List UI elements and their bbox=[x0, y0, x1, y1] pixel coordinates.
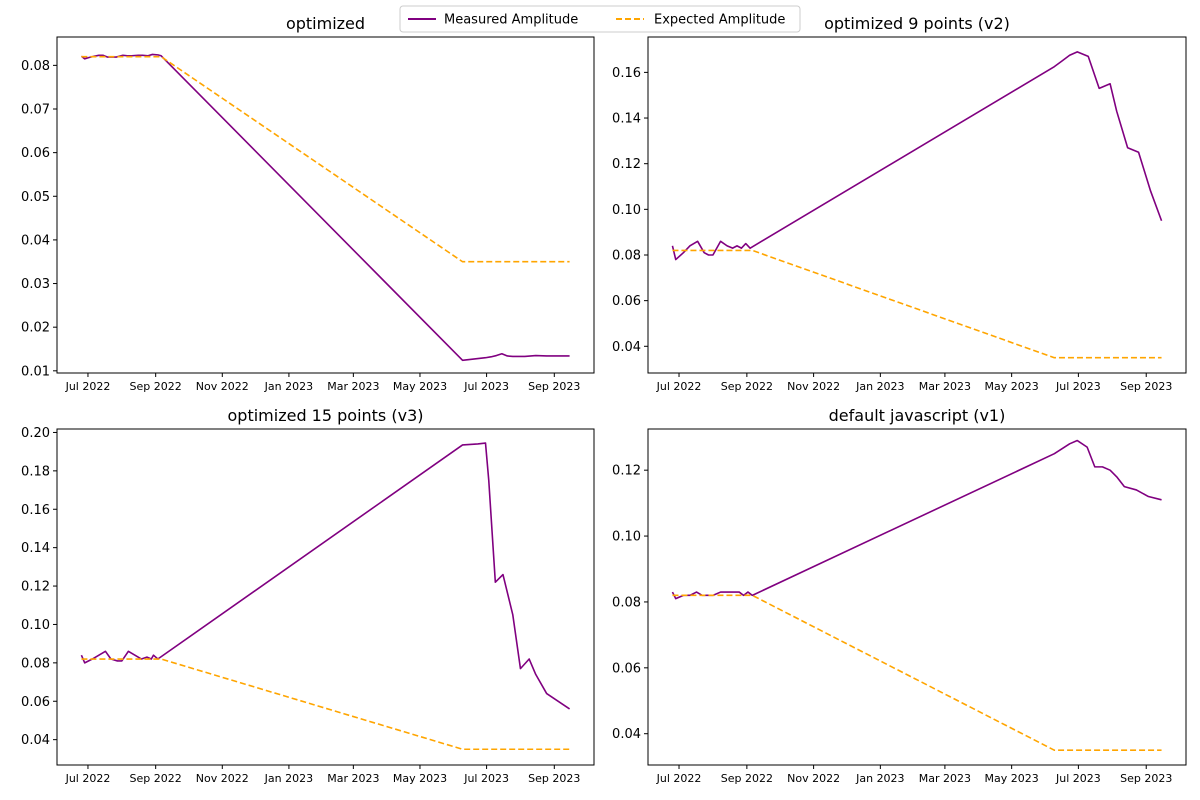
y-tick-label: 0.10 bbox=[612, 203, 641, 218]
x-tick-label: Sep 2023 bbox=[528, 380, 580, 393]
x-tick-label: Sep 2022 bbox=[721, 772, 773, 785]
y-tick-label: 0.14 bbox=[612, 112, 641, 127]
x-tick-label: Jul 2022 bbox=[656, 772, 702, 785]
legend-label-measured: Measured Amplitude bbox=[444, 13, 578, 28]
y-tick-label: 0.16 bbox=[21, 503, 50, 518]
plot-frame bbox=[647, 428, 1187, 766]
y-tick-label: 0.10 bbox=[21, 618, 50, 633]
x-tick-label: Sep 2022 bbox=[130, 772, 182, 785]
x-tick-label: Jul 2023 bbox=[1055, 380, 1101, 393]
x-tick-label: Jul 2022 bbox=[65, 380, 111, 393]
y-tick-label: 0.16 bbox=[612, 66, 641, 81]
x-tick-label: Mar 2023 bbox=[919, 772, 971, 785]
y-tick-label: 0.02 bbox=[21, 321, 50, 336]
x-tick-label: Mar 2023 bbox=[327, 380, 379, 393]
x-tick-label: May 2023 bbox=[985, 380, 1039, 393]
x-tick-label: May 2023 bbox=[393, 772, 447, 785]
x-tick-label: Sep 2023 bbox=[528, 772, 580, 785]
y-tick-label: 0.12 bbox=[612, 157, 641, 172]
x-tick-label: Jan 2023 bbox=[855, 772, 904, 785]
x-tick-label: Nov 2022 bbox=[196, 380, 249, 393]
expected-amplitude-line bbox=[81, 55, 570, 263]
x-tick-label: Jul 2022 bbox=[656, 380, 702, 393]
y-tick-label: 0.06 bbox=[612, 294, 641, 309]
subplot-2: optimized 9 points (v2) 0.04 0.06 0.08 0.10 0… bbox=[612, 14, 1187, 393]
plot-frame bbox=[56, 36, 595, 374]
x-tick-label: Jan 2023 bbox=[264, 772, 313, 785]
legend-frame bbox=[399, 5, 801, 33]
y-tick-label: 0.05 bbox=[21, 190, 50, 205]
plot-frame bbox=[647, 36, 1187, 374]
subplot-3: optimized 15 points (v3) 0.04 0.06 0.08 0.10… bbox=[21, 406, 595, 785]
subplot-4: default javascript (v1) 0.04 0.06 0.08 0.10 0… bbox=[612, 406, 1187, 785]
y-tick-label: 0.08 bbox=[612, 595, 641, 610]
subplot-grid: optimized 0.01 0.02 0.03 0.04 0.05 0.06 0.07 0.0… bbox=[21, 14, 1187, 785]
x-tick-label: Sep 2022 bbox=[721, 380, 773, 393]
subplot-title: optimized 9 points (v2) bbox=[824, 14, 1010, 33]
y-tick-label: 0.08 bbox=[612, 248, 641, 263]
subplot-title: optimized bbox=[286, 14, 365, 33]
y-tick-label: 0.04 bbox=[21, 733, 50, 748]
y-tick-label: 0.04 bbox=[21, 233, 50, 248]
x-tick-label: Nov 2022 bbox=[787, 772, 840, 785]
y-tick-label: 0.10 bbox=[612, 530, 641, 545]
x-tick-label: May 2023 bbox=[393, 380, 447, 393]
measured-amplitude-line bbox=[671, 439, 1162, 600]
x-tick-label: Mar 2023 bbox=[327, 772, 379, 785]
y-tick-label: 0.01 bbox=[21, 364, 50, 379]
legend: Measured Amplitude Expected Amplitude bbox=[399, 5, 801, 33]
x-tick-label: Sep 2023 bbox=[1120, 772, 1172, 785]
subplot-title: optimized 15 points (v3) bbox=[228, 406, 424, 425]
y-tick-label: 0.18 bbox=[21, 464, 50, 479]
subplot-1: optimized 0.01 0.02 0.03 0.04 0.05 0.06 0.07 0.0… bbox=[21, 14, 595, 393]
y-tick-label: 0.08 bbox=[21, 59, 50, 74]
x-tick-label: Jul 2023 bbox=[1055, 772, 1101, 785]
y-tick-label: 0.12 bbox=[612, 464, 641, 479]
expected-amplitude-line bbox=[672, 249, 1162, 359]
subplot-title: default javascript (v1) bbox=[829, 406, 1006, 425]
measured-amplitude-line bbox=[671, 51, 1163, 261]
x-tick-label: Nov 2022 bbox=[787, 380, 840, 393]
y-tick-label: 0.12 bbox=[21, 580, 50, 595]
expected-amplitude-line bbox=[672, 594, 1162, 751]
y-tick-label: 0.08 bbox=[21, 656, 50, 671]
x-tick-label: Jan 2023 bbox=[855, 380, 904, 393]
measured-amplitude-line bbox=[80, 442, 571, 710]
y-tick-label: 0.06 bbox=[21, 146, 50, 161]
y-tick-label: 0.04 bbox=[612, 340, 641, 355]
y-tick-label: 0.14 bbox=[21, 541, 50, 556]
legend-label-expected: Expected Amplitude bbox=[654, 13, 785, 28]
x-tick-label: Jul 2023 bbox=[463, 772, 509, 785]
x-tick-label: Nov 2022 bbox=[196, 772, 249, 785]
y-tick-label: 0.07 bbox=[21, 103, 50, 118]
x-tick-label: May 2023 bbox=[985, 772, 1039, 785]
x-tick-label: Jul 2022 bbox=[65, 772, 111, 785]
plot-frame bbox=[56, 428, 595, 766]
y-tick-label: 0.06 bbox=[612, 661, 641, 676]
x-tick-label: Jul 2023 bbox=[463, 380, 509, 393]
x-tick-label: Jan 2023 bbox=[264, 380, 313, 393]
y-tick-label: 0.04 bbox=[612, 727, 641, 742]
x-tick-label: Mar 2023 bbox=[919, 380, 971, 393]
y-tick-label: 0.06 bbox=[21, 695, 50, 710]
y-tick-label: 0.03 bbox=[21, 277, 50, 292]
x-tick-label: Sep 2023 bbox=[1120, 380, 1172, 393]
expected-amplitude-line bbox=[81, 658, 570, 751]
y-tick-label: 0.20 bbox=[21, 426, 50, 441]
measured-amplitude-line bbox=[80, 53, 570, 362]
x-tick-label: Sep 2022 bbox=[130, 380, 182, 393]
